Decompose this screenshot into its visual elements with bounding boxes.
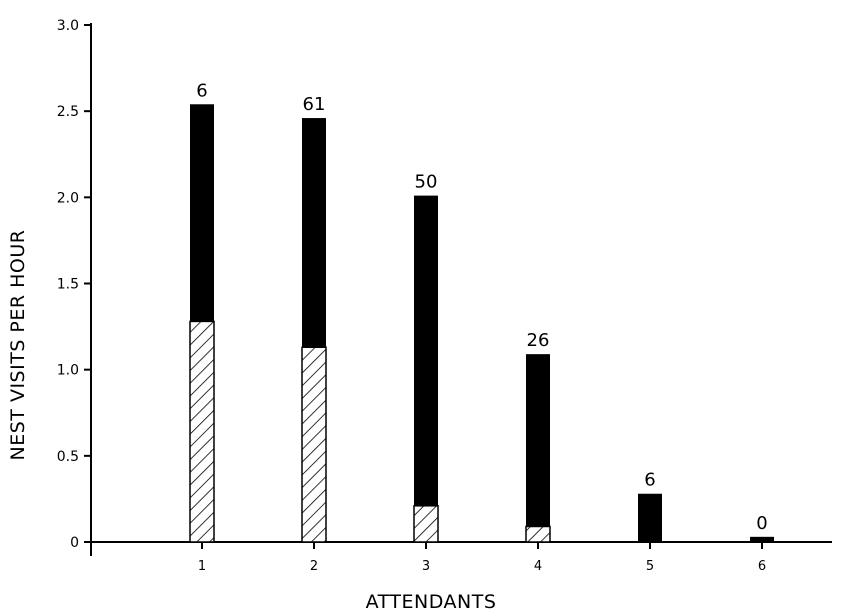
y-axis: 0 0.5 1.0 1.5 2.0 2.5 3.0	[57, 18, 92, 556]
bar-hatched-segment	[525, 525, 551, 543]
y-tick-label: 3.0	[57, 18, 79, 34]
bar-value-label: 26	[527, 330, 550, 351]
bar-value-label: 61	[303, 94, 326, 115]
x-axis: 1 2 3 4 5 6	[91, 541, 832, 574]
bar-hatched-segment	[413, 505, 439, 543]
bar-hatched-segment	[189, 320, 215, 543]
bar-value-label: 6	[196, 80, 207, 101]
bar-value-label: 0	[756, 513, 767, 534]
bar-solid-segment	[190, 104, 214, 322]
x-tick-label: 6	[758, 559, 766, 574]
bar-solid-segment	[750, 536, 774, 542]
y-tick-label: 1.5	[57, 277, 79, 293]
y-tick-label: 2.5	[57, 104, 79, 120]
bar-solid-segment	[638, 493, 662, 542]
x-axis-title: ATTENDANTS	[366, 591, 497, 613]
x-tick-label: 4	[534, 559, 542, 574]
bar-hatched-segment	[301, 346, 327, 543]
bar-solid-segment	[302, 118, 326, 348]
bar-solid-segment	[526, 354, 550, 527]
x-tick-label: 2	[310, 559, 318, 574]
y-tick-label: 2.0	[57, 190, 79, 206]
y-tick-label: 0	[70, 535, 79, 551]
bar-solid-segment	[414, 195, 438, 506]
x-tick-label: 5	[646, 559, 654, 574]
x-tick-label: 3	[422, 559, 430, 574]
bar-value-label: 6	[644, 470, 655, 491]
bar-value-label: 50	[415, 172, 438, 193]
y-tick-label: 1.0	[57, 363, 79, 379]
y-axis-title: NEST VISITS PER HOUR	[7, 230, 29, 461]
x-tick-label: 1	[198, 559, 206, 574]
bars: 6 61 50 26 6 0	[189, 80, 774, 543]
y-tick-label: 0.5	[57, 449, 79, 465]
